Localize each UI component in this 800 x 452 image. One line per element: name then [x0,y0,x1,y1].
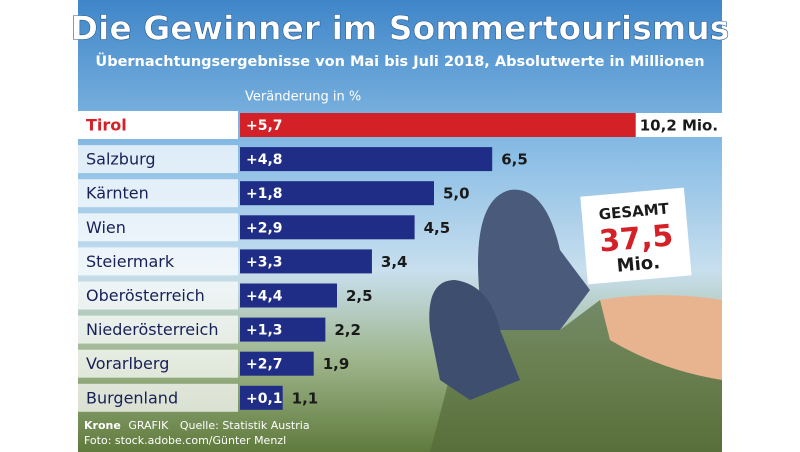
category-box [78,247,238,276]
category-box [78,315,238,344]
change-label: +0,1 [246,391,283,407]
category-label: Burgenland [86,388,178,407]
value-label: 1,9 [323,355,350,373]
value-label: 4,5 [424,219,451,237]
footer-brand-tag: GRAFIK [128,419,169,432]
bar [240,181,434,206]
category-label: Tirol [86,116,127,135]
change-label: +5,7 [246,118,283,134]
value-label: 2,2 [334,321,361,339]
total-box: GESAMT 37,5 Mio. [580,187,692,285]
value-label: 2,5 [346,287,373,305]
change-label: +3,3 [246,254,283,270]
footer-photo: Foto: stock.adobe.com/Günter Menzl [84,434,286,447]
chart-subtitle: Übernachtungsergebnisse von Mai bis Juli… [95,52,704,70]
total-value: 37,5 [598,218,675,259]
category-box [78,383,238,412]
value-label: 1,1 [292,389,319,407]
bar [240,385,283,410]
change-label: +4,8 [246,152,283,168]
category-box [78,349,238,378]
footer-brand: Krone [84,419,121,432]
photo-boot [478,189,590,330]
value-label: 10,2 Mio. [640,117,718,135]
category-label: Vorarlberg [86,354,169,373]
category-label: Salzburg [86,150,156,169]
category-box [78,111,238,139]
bar [240,113,636,137]
total-unit: Mio. [616,252,661,277]
total-background [580,187,692,285]
chart-title: Die Gewinner im Sommertourismus [71,9,730,48]
category-label: Steiermark [86,252,175,271]
category-label: Oberösterreich [86,286,205,305]
footer-source-text: Quelle: Statistik Austria [180,419,310,432]
bar [240,249,372,274]
value-label-box [635,113,726,137]
bar [240,147,493,172]
category-label: Niederösterreich [86,320,218,339]
category-label: Kärnten [86,184,149,203]
bar [240,351,314,376]
photo-leg [600,295,722,380]
bar [240,317,326,342]
bar [240,215,415,240]
value-label: 6,5 [501,151,528,169]
footer-source: Krone GRAFIK Quelle: Statistik Austria [84,419,310,432]
bar [240,283,337,308]
category-label: Wien [86,218,126,237]
value-label: 5,0 [443,185,470,203]
change-label: +1,8 [246,186,283,202]
value-label: 3,4 [381,253,408,271]
photo-boot [429,280,520,400]
category-box [78,179,238,208]
category-box [78,213,238,242]
change-label: +2,7 [246,357,283,373]
change-label: +2,9 [246,220,283,236]
category-box [78,281,238,310]
change-label: +4,4 [246,289,283,305]
change-label: +1,3 [246,323,283,339]
change-header: Veränderung in % [245,90,361,105]
category-box [78,145,238,174]
